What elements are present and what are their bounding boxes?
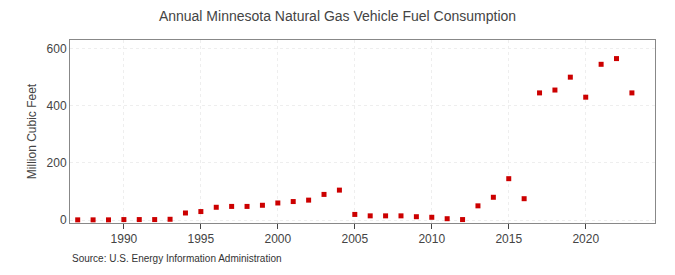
svg-text:2000: 2000 [264, 232, 291, 246]
svg-text:200: 200 [47, 156, 67, 170]
svg-text:1995: 1995 [188, 232, 215, 246]
svg-text:Annual Minnesota Natural Gas V: Annual Minnesota Natural Gas Vehicle Fue… [159, 8, 516, 24]
svg-text:2010: 2010 [418, 232, 445, 246]
svg-text:2015: 2015 [495, 232, 522, 246]
svg-text:0: 0 [60, 213, 67, 227]
svg-text:2005: 2005 [341, 232, 368, 246]
svg-text:1990: 1990 [111, 232, 138, 246]
svg-text:600: 600 [47, 42, 67, 56]
svg-text:Source: U.S. Energy Informatio: Source: U.S. Energy Information Administ… [72, 253, 282, 264]
svg-text:400: 400 [47, 99, 67, 113]
svg-text:Million Cubic Feet: Million Cubic Feet [25, 83, 39, 179]
svg-text:2020: 2020 [572, 232, 599, 246]
